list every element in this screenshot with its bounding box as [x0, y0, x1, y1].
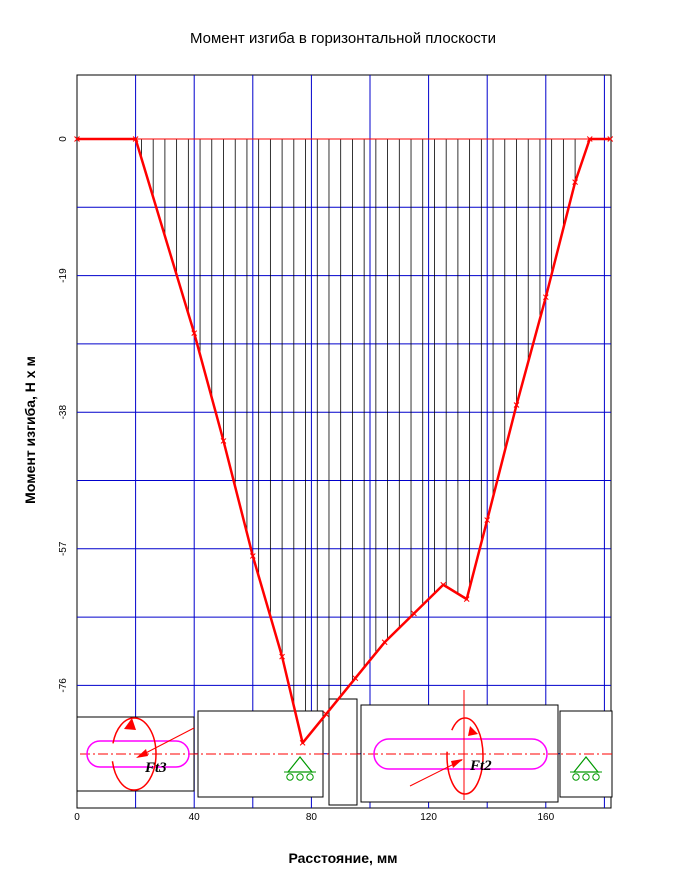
- force-label-right: Ft2: [469, 758, 492, 774]
- plot-frame: [76, 74, 612, 809]
- x-tick-label: 120: [420, 812, 437, 823]
- shaft-collar: [328, 698, 358, 806]
- y-tick-label: 0: [58, 136, 69, 142]
- data-point: [191, 330, 198, 336]
- data-point: [607, 136, 614, 142]
- data-point: [74, 136, 80, 142]
- y-tick-label: -19: [58, 268, 69, 283]
- force-label-left: Ft3: [144, 760, 167, 776]
- data-point: [323, 711, 329, 718]
- y-tick-label: -76: [58, 678, 69, 693]
- x-tick-label: 160: [537, 812, 554, 823]
- keyway-right: [373, 738, 548, 770]
- data-point: [249, 553, 256, 559]
- force-arrow-right: [409, 690, 484, 800]
- series-line: [77, 137, 611, 745]
- data-point: [513, 402, 520, 408]
- force-arrow-left: [111, 717, 195, 791]
- x-tick-labels: 0 40 80 120 160: [74, 812, 554, 823]
- data-point: [463, 596, 470, 602]
- data-point: [411, 610, 417, 617]
- data-point: [586, 136, 593, 142]
- data-point: [381, 639, 388, 646]
- series-line-layer: [74, 136, 614, 746]
- data-point: [572, 179, 578, 185]
- data-point: [220, 438, 227, 444]
- data-point: [132, 136, 139, 142]
- shaft-schematic: Ft3 Ft2: [76, 690, 613, 806]
- x-axis-label: Расстояние, мм: [288, 850, 398, 866]
- bearing-support-left: [284, 756, 316, 781]
- data-point: [279, 653, 285, 660]
- x-tick-label: 40: [189, 812, 201, 823]
- data-point: [352, 675, 359, 682]
- grid: [77, 75, 611, 808]
- chart-title: Момент изгиба в горизонтальной плоскости: [189, 30, 496, 47]
- x-tick-label: 80: [306, 812, 318, 823]
- x-tick-label: 0: [74, 812, 80, 823]
- y-tick-label: -57: [58, 541, 69, 556]
- bearing-support-right: [570, 756, 602, 781]
- data-point: [484, 517, 491, 523]
- data-point: [440, 581, 447, 588]
- y-tick-label: -38: [58, 405, 69, 420]
- data-point: [299, 740, 306, 746]
- keyway-left: [86, 740, 190, 768]
- data-point: [542, 294, 549, 301]
- hatch-lines: [141, 139, 576, 740]
- y-tick-labels: 0 -19 -38 -57 -76: [58, 136, 69, 693]
